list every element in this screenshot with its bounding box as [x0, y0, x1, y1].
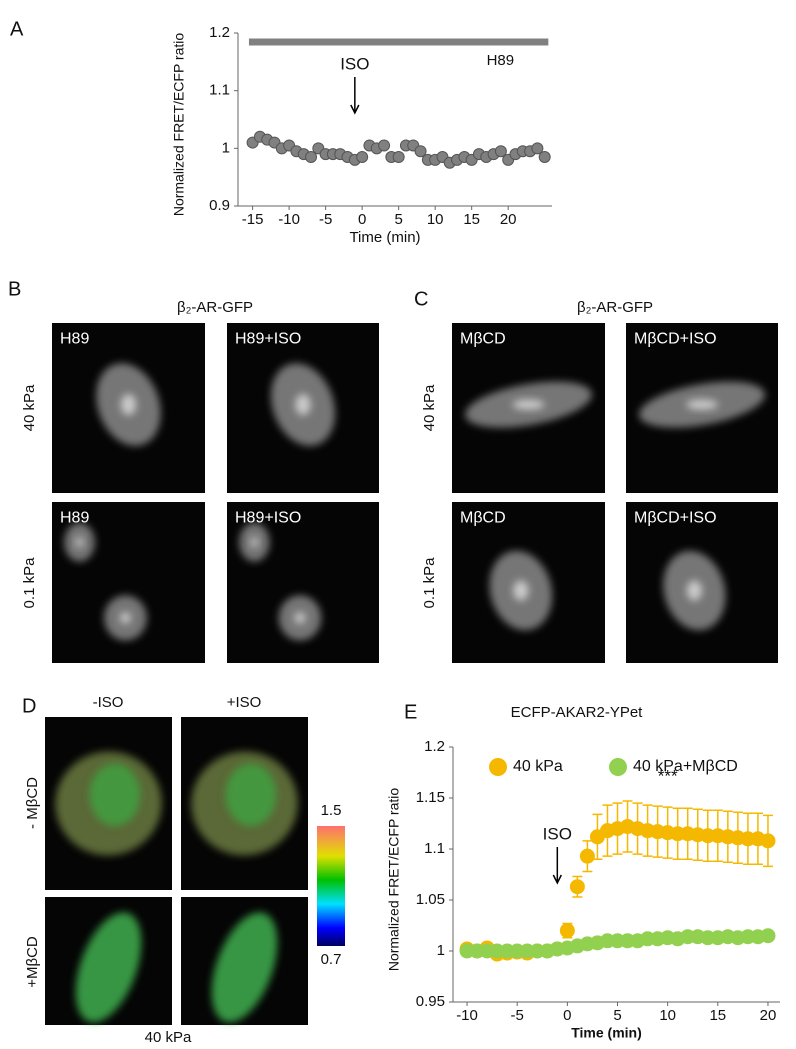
data-point	[414, 145, 427, 158]
y-tick-label: 1.2	[424, 738, 445, 755]
y-tick-label: 1.15	[416, 789, 445, 806]
x-tick-label: -10	[278, 211, 300, 228]
x-tick-label: 20	[760, 1007, 777, 1024]
x-tick-label: 0	[358, 211, 366, 228]
micrographs: H89 H89+ISO H89 H89+ISO MβCD MβCD+ISO MβCD MβCD…	[45, 323, 778, 1025]
tile-label: MβCD	[460, 330, 506, 347]
row-label: 40 kPa	[21, 384, 38, 431]
x-tick-label: 5	[613, 1007, 621, 1024]
tile-label: H89	[60, 509, 89, 526]
colorbar-max: 1.5	[321, 802, 342, 819]
annotation-arrow	[350, 77, 360, 115]
y-tick-label: 1	[222, 139, 230, 156]
tile-label: MβCD+ISO	[634, 509, 717, 526]
y-tick-label: 1.1	[209, 82, 230, 99]
tile-label: H89+ISO	[235, 509, 301, 526]
nucleus	[512, 399, 545, 410]
nucleus	[250, 537, 259, 548]
nucleus	[120, 393, 137, 416]
column-label: -ISO	[93, 694, 124, 711]
data-point	[760, 833, 776, 849]
x-tick-label: 10	[659, 1007, 676, 1024]
data-point	[531, 142, 544, 155]
data-point	[392, 150, 405, 163]
legend-label: 40 kPa	[513, 758, 563, 775]
colorbar	[317, 826, 345, 946]
y-tick-label: 1	[437, 942, 445, 959]
x-tick-label: 0	[563, 1007, 571, 1024]
tile-label: H89	[60, 330, 89, 347]
y-tick-label: 1.2	[209, 24, 230, 41]
nucleus	[513, 580, 529, 601]
data-point	[579, 848, 595, 864]
x-tick-label: 10	[427, 211, 444, 228]
x-tick-label: -10	[456, 1007, 478, 1024]
annotation: ISO	[543, 824, 572, 843]
chart-title: ECFP-AKAR2-YPet	[511, 704, 644, 721]
row-label: 0.1 kPa	[21, 557, 38, 609]
colorbar-min: 0.7	[321, 951, 342, 968]
x-tick-label: 20	[500, 211, 517, 228]
x-tick-label: 15	[463, 211, 480, 228]
data-point	[569, 879, 585, 895]
panel-label: D	[22, 695, 36, 717]
annotation: ***	[658, 766, 678, 785]
x-tick-label: 15	[709, 1007, 726, 1024]
nucleus	[686, 399, 718, 410]
y-tick-label: 1.1	[424, 840, 445, 857]
data-point	[559, 923, 575, 939]
x-axis-label: Time (min)	[349, 229, 420, 246]
panel-label: A	[10, 18, 24, 40]
cell	[89, 763, 141, 826]
x-tick-label: -15	[242, 211, 264, 228]
nucleus	[686, 580, 703, 601]
cell	[225, 763, 277, 826]
data-point	[305, 150, 318, 163]
cell	[211, 912, 278, 1023]
data-point	[494, 145, 507, 158]
annotation: ISO	[340, 54, 369, 73]
row-label: - MβCD	[24, 777, 41, 829]
row-label: 0.1 kPa	[421, 557, 438, 609]
cell	[75, 912, 142, 1023]
panel-label: B	[8, 278, 21, 300]
row-label: +MβCD	[24, 936, 41, 988]
y-tick-label: 0.95	[416, 993, 445, 1010]
x-axis-label: Time (min)	[571, 1025, 642, 1041]
y-tick-label: 1.05	[416, 891, 445, 908]
data-point	[356, 150, 369, 163]
nucleus	[294, 612, 306, 624]
y-tick-label: 0.9	[209, 197, 230, 214]
nucleus	[120, 612, 131, 624]
tile-label: MβCD	[460, 509, 506, 526]
row-label: 40 kPa	[421, 384, 438, 431]
y-axis-label: Normalized FRET/ECFP ratio	[386, 788, 402, 972]
panel-heading: β₂-AR-GFP	[177, 299, 253, 316]
tile-label: H89+ISO	[235, 330, 301, 347]
panel-label: C	[414, 288, 428, 310]
legend-marker	[489, 758, 507, 776]
data-point	[538, 150, 551, 163]
nucleus	[75, 537, 84, 548]
data-point	[378, 139, 391, 152]
x-tick-label: 5	[394, 211, 402, 228]
panel-label: E	[404, 701, 417, 723]
panel-heading: β₂-AR-GFP	[577, 299, 653, 316]
x-tick-label: -5	[319, 211, 332, 228]
treatment-label: H89	[487, 52, 515, 69]
y-axis-label: Normalized FRET/ECFP ratio	[171, 33, 187, 217]
annotation-arrow	[552, 847, 562, 885]
footer: 40 kPa	[145, 1029, 192, 1046]
tile-label: MβCD+ISO	[634, 330, 717, 347]
legend-label: 40 kPa+MβCD	[633, 758, 738, 775]
x-tick-label: -5	[511, 1007, 524, 1024]
legend-marker	[609, 758, 627, 776]
nucleus	[295, 393, 311, 416]
data-point	[760, 928, 776, 944]
column-label: +ISO	[227, 694, 262, 711]
